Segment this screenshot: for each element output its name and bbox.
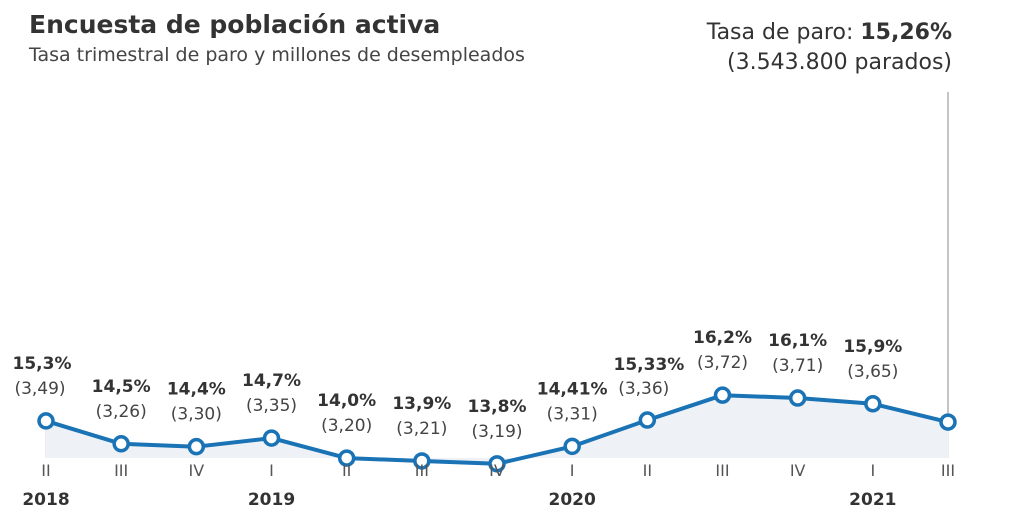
x-tick-label: II bbox=[643, 461, 652, 480]
data-point bbox=[413, 452, 431, 470]
value-label: 13,9% bbox=[392, 394, 451, 414]
unemployed-label: (3,21) bbox=[396, 419, 447, 439]
latest-value-callout: Tasa de paro: 15,26% (3.543.800 parados) bbox=[707, 18, 952, 78]
x-tick-label: III bbox=[114, 461, 128, 480]
value-label: 14,0% bbox=[317, 391, 376, 411]
unemployed-label: (3,20) bbox=[321, 416, 372, 436]
x-tick-label: I bbox=[269, 461, 274, 480]
unemployed-label: (3,35) bbox=[246, 396, 297, 416]
value-label: 15,33% bbox=[614, 355, 685, 375]
unemployed-label: (3,19) bbox=[471, 422, 522, 442]
data-point bbox=[337, 449, 356, 467]
year-label: 2019 bbox=[248, 490, 295, 510]
year-label: 2021 bbox=[849, 490, 896, 510]
data-point bbox=[488, 455, 506, 473]
latest-rate-value: 15,26% bbox=[860, 20, 952, 45]
unemployed-label: (3,71) bbox=[772, 356, 823, 376]
data-point bbox=[939, 413, 957, 431]
value-label: 14,41% bbox=[537, 379, 608, 399]
value-label: 15,9% bbox=[843, 337, 902, 357]
data-point bbox=[112, 435, 130, 453]
data-point bbox=[638, 411, 657, 429]
x-tick-label: III bbox=[941, 461, 955, 480]
unemployed-label: (3,65) bbox=[847, 362, 898, 382]
year-label: 2020 bbox=[549, 490, 596, 510]
x-tick-label: II bbox=[342, 461, 351, 480]
unemployed-label: (3,31) bbox=[547, 404, 598, 424]
data-point bbox=[864, 395, 882, 413]
chart-subtitle: Tasa trimestral de paro y millones de de… bbox=[29, 44, 525, 66]
x-tick-label: IV bbox=[188, 461, 204, 480]
latest-rate-line: Tasa de paro: 15,26% bbox=[707, 18, 952, 48]
data-point bbox=[563, 437, 581, 456]
value-label: 16,1% bbox=[768, 331, 827, 351]
data-point bbox=[788, 389, 807, 407]
value-label: 16,2% bbox=[693, 328, 752, 348]
unemployed-label: (3,49) bbox=[14, 379, 65, 399]
data-point bbox=[713, 386, 732, 404]
x-tick-label: IV bbox=[790, 461, 806, 480]
unemployed-label: (3,30) bbox=[171, 405, 222, 425]
x-tick-label: IV bbox=[489, 461, 505, 480]
year-label: 2018 bbox=[22, 490, 69, 510]
x-tick-label: I bbox=[870, 461, 875, 480]
data-points bbox=[37, 386, 957, 473]
x-tick-label: III bbox=[415, 461, 429, 480]
data-point bbox=[187, 437, 206, 456]
chart-title: Encuesta de población activa bbox=[29, 10, 441, 39]
latest-rate-label: Tasa de paro: bbox=[706, 20, 861, 45]
value-label: 14,4% bbox=[167, 380, 226, 400]
unemployed-label: (3,26) bbox=[96, 402, 147, 422]
value-label: 15,3% bbox=[13, 354, 72, 374]
x-tick-label: III bbox=[715, 461, 729, 480]
value-label: 13,8% bbox=[468, 397, 527, 417]
value-label: 14,5% bbox=[92, 377, 151, 397]
data-point bbox=[262, 429, 281, 447]
data-point bbox=[37, 412, 55, 430]
x-tick-label: II bbox=[41, 461, 50, 480]
data-labels: 15,3% (3,49) 14,5% (3,26) 14,4% (3,30) 14,7% (3… bbox=[13, 328, 903, 442]
value-label: 14,7% bbox=[242, 371, 301, 391]
unemployed-label: (3,36) bbox=[618, 379, 669, 399]
x-tick-label: I bbox=[570, 461, 575, 480]
unemployed-label: (3,72) bbox=[697, 353, 748, 373]
latest-unemployed-count: (3.543.800 parados) bbox=[727, 50, 952, 75]
